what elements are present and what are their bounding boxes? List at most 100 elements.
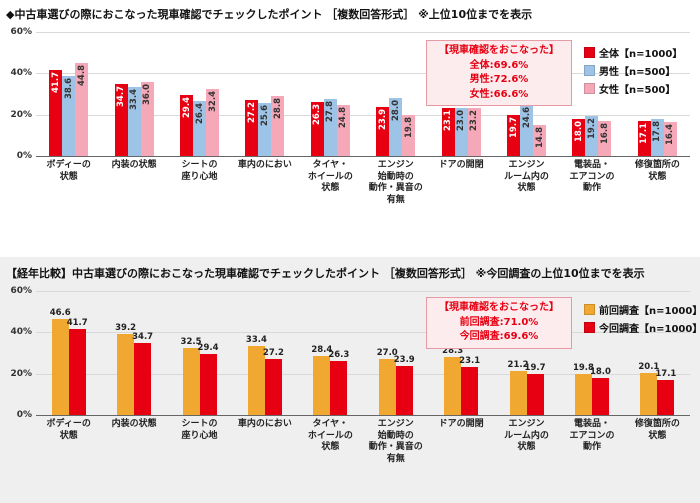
bar: 19.8	[573, 363, 594, 415]
bar-group: 33.4 27.2	[232, 291, 297, 415]
bar: 14.8	[533, 125, 547, 156]
value-label: 25.6	[259, 105, 270, 127]
gridline	[36, 73, 690, 75]
bar-group: 19.7 24.6 14.8	[494, 32, 559, 156]
gridline	[36, 291, 690, 292]
y-tick-60: 60%	[10, 286, 32, 296]
y-tick-20: 20%	[10, 368, 32, 379]
category-label: 車内のにおい	[237, 160, 292, 170]
y-tick-60: 60%	[10, 27, 32, 37]
bar: 44.8	[75, 63, 89, 156]
category-label: ボディーの 状態	[46, 419, 91, 441]
value-label: 21.2	[507, 360, 529, 371]
y-tick-20: 20%	[10, 109, 32, 120]
note-line: 男性:72.6%	[469, 74, 529, 85]
note-line: 女性:66.6%	[469, 88, 529, 100]
value-label: 17.1	[639, 122, 650, 144]
bar: 27.2	[263, 348, 284, 415]
value-label: 17.8	[652, 121, 663, 143]
bar: 19.7	[507, 115, 521, 156]
category-label: 修復箇所の 状態	[634, 419, 680, 441]
note-title: 【現車確認をおこなった】	[439, 45, 559, 56]
bar-group: 41.7 38.6 44.8	[36, 32, 101, 156]
y-tick-40: 40%	[10, 327, 32, 338]
bar: 28.3	[442, 346, 463, 415]
bar: 23.2	[467, 108, 481, 156]
note-lines: 前回調査:71.0% 今回調査:69.6%	[435, 316, 563, 345]
bar: 26.3	[310, 101, 324, 156]
legend-item: 全体【n=1000】	[584, 45, 682, 60]
bar-group: 17.1 17.8 16.4	[625, 32, 690, 156]
legend-list: 前回調査【n=1000】 今回調査【n=1000】	[584, 299, 700, 338]
category-label: シートの 座り心地	[181, 160, 218, 182]
legend-label: 前回調査【n=1000】	[599, 306, 700, 317]
bar: 16.4	[663, 122, 677, 156]
value-label: 26.3	[328, 349, 350, 360]
note-line: 全体:69.6%	[469, 59, 529, 71]
value-label: 14.8	[534, 127, 545, 149]
bar: 28.0	[389, 98, 403, 156]
value-label: 41.7	[50, 71, 61, 93]
bottom-chart-title: 【経年比較】中古車選びの際におこなった現車確認でチェックしたポイント ［複数回答…	[6, 267, 645, 280]
value-label: 36.0	[142, 83, 153, 105]
value-label: 16.8	[599, 123, 610, 145]
bar: 32.5	[181, 337, 202, 415]
bar: 23.9	[376, 106, 390, 156]
value-label: 19.2	[586, 118, 597, 140]
category-label: 内装の状態	[111, 419, 157, 429]
y-tick-40: 40%	[10, 68, 32, 79]
value-label: 23.2	[469, 110, 480, 132]
value-label: 23.1	[443, 110, 454, 132]
value-label: 24.8	[338, 106, 349, 128]
value-label: 20.1	[638, 362, 660, 373]
bar: 27.0	[377, 348, 398, 415]
bar-group: 21.2 19.7	[494, 291, 559, 415]
bar: 24.8	[336, 104, 350, 156]
bar: 17.8	[650, 119, 664, 156]
legend-swatch-icon	[584, 83, 595, 94]
bar-group: 23.1 23.0 23.2	[428, 32, 493, 156]
value-label: 16.4	[665, 124, 676, 146]
value-label: 28.3	[442, 345, 464, 356]
value-label: 32.5	[180, 336, 202, 347]
legend-label: 男性【n=500】	[599, 67, 676, 78]
y-tick-0: 0%	[16, 151, 32, 161]
plot-groups: 41.7 38.6 44.8 34.7 33.4 36.0 29.4 26.4 32.4 27.2…	[36, 32, 690, 156]
bar: 41.7	[67, 318, 88, 415]
category-label: エンジン 始動時の 動作・異音の 有無	[368, 419, 423, 465]
bar: 26.4	[193, 101, 207, 156]
bar-group: 28.3 23.1	[428, 291, 493, 415]
bar: 17.1	[637, 120, 651, 156]
value-label: 41.7	[66, 317, 88, 328]
gridline	[36, 373, 690, 375]
value-label: 23.9	[377, 108, 388, 130]
category-label: 電装品・ エアコンの 動作	[569, 419, 615, 453]
note-title: 【現車確認をおこなった】	[439, 302, 559, 313]
bar-group: 29.4 26.4 32.4	[167, 32, 232, 156]
value-label: 46.6	[49, 307, 71, 318]
bar: 23.1	[459, 356, 480, 415]
bar: 27.8	[323, 98, 337, 156]
value-label: 23.0	[456, 110, 467, 132]
legend-swatch-icon	[584, 322, 595, 333]
category-label: エンジン 始動時の 動作・異音の 有無	[368, 160, 423, 206]
bar: 16.8	[598, 121, 612, 156]
value-label: 28.4	[311, 345, 333, 356]
legend-label: 今回調査【n=1000】	[599, 324, 700, 335]
bar: 46.6	[50, 308, 71, 415]
value-label: 28.8	[272, 98, 283, 120]
value-label: 27.0	[376, 348, 398, 359]
bar: 38.6	[62, 76, 76, 156]
category-label: タイヤ・ ホイールの 状態	[307, 160, 353, 194]
value-label: 34.7	[116, 86, 127, 108]
category-label: ドアの開閉	[438, 419, 484, 429]
bar-group: 26.3 27.8 24.8	[298, 32, 363, 156]
legend-label: 女性【n=500】	[599, 85, 676, 96]
bar-group: 18.0 19.2 16.8	[559, 32, 624, 156]
bar-group: 32.5 29.4	[167, 291, 232, 415]
bar: 33.4	[127, 86, 141, 156]
bar: 25.6	[258, 103, 272, 156]
bar: 32.4	[206, 89, 220, 156]
bar-group: 28.4 26.3	[298, 291, 363, 415]
note-box: 【現車確認をおこなった】 全体:69.6% 男性:72.6% 女性:66.6%	[426, 40, 572, 106]
